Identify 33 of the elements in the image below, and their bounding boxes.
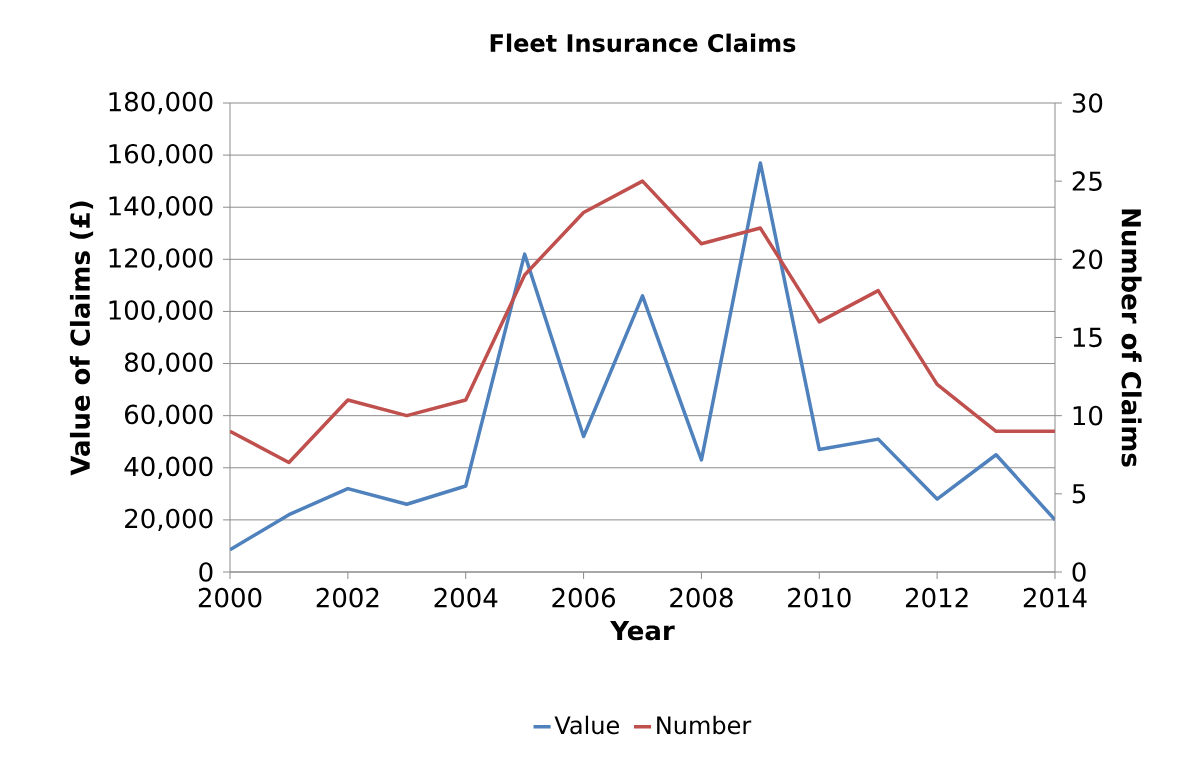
x-tick-label: 2014 — [1023, 587, 1087, 608]
y-tick-label: 100,000 — [109, 300, 213, 323]
legend-label: Number — [657, 715, 752, 735]
chart-title: Fleet Insurance Claims — [490, 33, 796, 53]
x-tick-label: 2000 — [198, 587, 262, 608]
y2-tick-label: 20 — [1072, 249, 1103, 270]
x-tick-label: 2002 — [316, 587, 379, 608]
x-tick-label: 2010 — [788, 587, 851, 608]
y2-tick-label: 0 — [1072, 562, 1086, 582]
legend-label: Value — [554, 715, 619, 735]
x-tick-label: 2012 — [905, 587, 968, 608]
y-tick-label: 40,000 — [124, 456, 213, 479]
y2-axis-title: Number of Claims — [1121, 209, 1142, 467]
y-tick-label: 140,000 — [109, 196, 213, 219]
y2-tick-label: 30 — [1072, 93, 1103, 113]
x-tick-label: 2008 — [670, 587, 733, 608]
x-tick-label: 2004 — [434, 587, 498, 608]
y2-tick-label: 10 — [1073, 405, 1103, 426]
line-series — [230, 179, 1055, 465]
y-tick-label: 20,000 — [125, 508, 213, 532]
x-axis-title: Year — [610, 621, 675, 641]
y-tick-label: 160,000 — [109, 143, 213, 167]
y-tick-label: 60,000 — [125, 404, 213, 427]
y-axis-title: Value of Claims (£) — [69, 201, 94, 476]
y-tick-label: 120,000 — [109, 248, 213, 271]
y2-tick-label: 5 — [1072, 484, 1086, 504]
y-tick-label: 0 — [199, 562, 213, 582]
x-tick-label: 2006 — [552, 587, 615, 608]
y2-tick-label: 15 — [1073, 327, 1102, 348]
y2-tick-label: 25 — [1072, 171, 1102, 191]
y-tick-label: 180,000 — [109, 91, 213, 115]
y-tick-label: 80,000 — [124, 352, 213, 375]
line-series — [230, 161, 1055, 552]
